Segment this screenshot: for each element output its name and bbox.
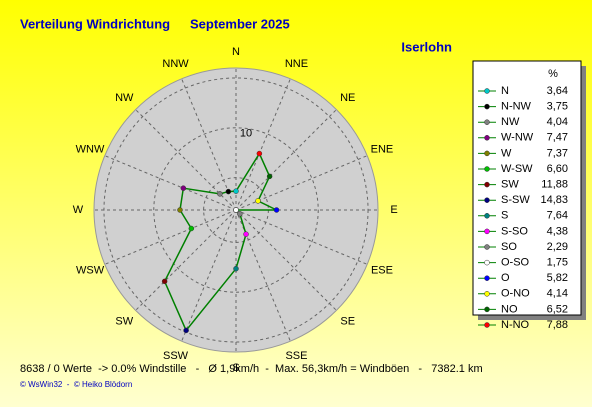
axis-label: WNW: [76, 143, 105, 155]
legend-marker: [484, 150, 490, 157]
legend-label: N: [501, 85, 509, 97]
legend-marker: [484, 306, 490, 313]
radar-point: [255, 198, 261, 204]
radar-point: [266, 173, 273, 180]
legend-value: 14,83: [540, 194, 568, 206]
legend-value: 11,88: [541, 179, 568, 191]
legend-value: 2,29: [547, 241, 568, 253]
chart-subtitle: September 2025: [190, 16, 290, 31]
legend-value: 1,75: [547, 257, 568, 269]
legend-value: 7,64: [547, 210, 568, 222]
radar-point: [256, 150, 263, 157]
legend-label: O-SO: [501, 257, 530, 269]
credit: © WsWin32 - © Heiko Blödorn: [20, 380, 132, 389]
axis-label: S: [232, 362, 239, 374]
axis-label: SW: [115, 316, 133, 328]
grid-circle: [153, 127, 319, 293]
legend-label: N-NW: [501, 101, 532, 113]
legend-marker: [484, 291, 490, 297]
axis-label: WSW: [76, 264, 105, 276]
radar-point: [180, 185, 187, 191]
axis-label: SE: [340, 316, 355, 328]
legend-label: W: [501, 147, 512, 159]
legend-label: S-SO: [501, 225, 528, 237]
legend-marker: [484, 88, 490, 94]
chart-title: Verteilung Windrichtung: [20, 16, 170, 31]
axis-label: ENE: [371, 143, 394, 155]
legend-value: 6,60: [547, 163, 568, 175]
legend-marker: [484, 181, 490, 188]
legend-marker: [484, 119, 490, 125]
radar-point: [237, 211, 243, 217]
legend-label: W-NW: [501, 132, 534, 144]
legend-value: 7,88: [547, 319, 568, 331]
legend-marker: [484, 322, 490, 328]
legend-marker: [484, 213, 490, 219]
radar-point: [161, 278, 168, 285]
radar-point: [233, 265, 239, 272]
axis-label: W: [73, 204, 84, 216]
axis-label: N: [232, 46, 240, 58]
axis-label: E: [390, 204, 397, 216]
axis-label: NNW: [162, 58, 189, 70]
legend-label: O-NO: [501, 288, 530, 300]
legend-marker: [484, 197, 490, 203]
axis-label: SSW: [163, 350, 189, 362]
legend-marker: [484, 244, 490, 250]
legend-label: W-SW: [501, 163, 533, 175]
radar-point: [273, 207, 280, 213]
radar-point: [233, 207, 239, 213]
legend-marker: [484, 259, 490, 266]
radar-point: [183, 327, 189, 334]
axis-label: NW: [115, 92, 134, 104]
legend-marker: [484, 275, 490, 281]
axis-label: NNE: [285, 58, 308, 70]
radar-point: [217, 191, 223, 197]
legend-marker: [484, 135, 490, 141]
legend-label: SO: [501, 241, 517, 253]
legend-box: [472, 60, 582, 316]
legend-unit: %: [548, 68, 558, 80]
legend-label: SW: [501, 179, 519, 191]
axis-label: SSE: [285, 350, 307, 362]
radar-point: [177, 207, 183, 213]
radar-point: [188, 225, 195, 232]
legend-value: 6,52: [547, 303, 568, 315]
footer: 8638 / 0 Werte -> 0.0% Windstille - Ø 1,…: [20, 363, 483, 375]
legend-value: 3,75: [547, 101, 568, 113]
radar-point: [233, 188, 239, 194]
legend-marker: [484, 103, 490, 110]
legend-value: 4,38: [547, 225, 568, 237]
legend-value: 4,14: [547, 288, 568, 300]
r-tick-label: 10: [240, 128, 252, 140]
legend-label: O: [501, 272, 510, 284]
legend-label: NO: [501, 303, 518, 315]
legend-value: 7,47: [547, 132, 568, 144]
location: Iserlohn: [401, 39, 452, 54]
legend-label: NW: [501, 116, 520, 128]
legend-marker: [484, 166, 490, 172]
radar-point: [225, 188, 232, 195]
legend-label: S: [501, 210, 508, 222]
axis-label: NE: [340, 92, 355, 104]
legend-label: S-SW: [501, 194, 530, 206]
axis-label: ESE: [371, 264, 393, 276]
legend-value: 7,37: [547, 147, 568, 159]
legend-value: 5,82: [547, 272, 568, 284]
legend-value: 4,04: [547, 116, 568, 128]
legend-label: N-NO: [501, 319, 530, 331]
radar-point: [243, 231, 249, 237]
legend-value: 3,64: [547, 85, 568, 97]
legend-marker: [484, 228, 490, 235]
